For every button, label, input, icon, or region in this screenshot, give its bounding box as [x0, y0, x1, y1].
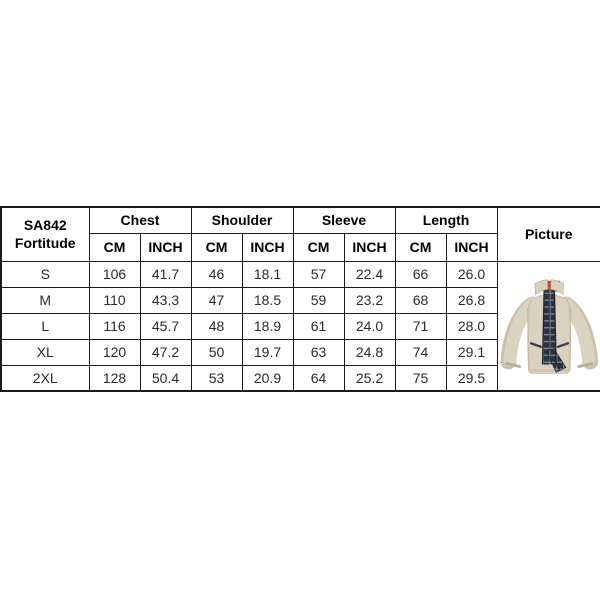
- cell-length-inch: 29.5: [445, 364, 498, 392]
- cell-sleeve-inch: 24.0: [343, 312, 396, 340]
- jacket-illustration: [499, 279, 598, 374]
- unit-header-shoulder-inch: INCH: [241, 232, 294, 262]
- unit-header-row: CM INCH CM INCH CM INCH CM INCH: [1, 232, 600, 262]
- cell-chest-cm: 106: [88, 260, 141, 288]
- cell-shoulder-inch: 18.5: [241, 286, 294, 314]
- cell-shoulder-cm: 46: [190, 260, 243, 288]
- cell-chest-inch: 45.7: [139, 312, 192, 340]
- cell-chest-inch: 41.7: [139, 260, 192, 288]
- jacket-collar: [534, 279, 564, 295]
- size-label: S: [0, 260, 90, 288]
- cell-length-cm: 75: [394, 364, 447, 392]
- cell-shoulder-inch: 18.9: [241, 312, 294, 340]
- cell-length-inch: 28.0: [445, 312, 498, 340]
- cell-length-cm: 66: [394, 260, 447, 288]
- group-header-length: Length: [394, 206, 498, 234]
- size-row-s: S 106 41.7 46 18.1 57 22.4 66 26.0: [0, 260, 600, 392]
- product-name: Fortitude: [14, 235, 76, 252]
- group-header-chest: Chest: [88, 206, 192, 234]
- cell-length-inch: 26.8: [445, 286, 498, 314]
- unit-header-sleeve-inch: INCH: [343, 232, 396, 262]
- cell-shoulder-inch: 19.7: [241, 338, 294, 366]
- cell-shoulder-cm: 47: [190, 286, 243, 314]
- size-label: M: [0, 286, 90, 314]
- jacket-placket: [541, 289, 566, 373]
- cell-shoulder-cm: 53: [190, 364, 243, 392]
- cell-sleeve-cm: 61: [292, 312, 345, 340]
- unit-header-chest-inch: INCH: [139, 232, 192, 262]
- product-photo: [496, 260, 600, 392]
- size-label: XL: [0, 338, 90, 366]
- group-header-shoulder: Shoulder: [190, 206, 294, 234]
- size-row-2xl: 2XL 128 50.4 53 20.9 64 25.2 75 29.5: [0, 364, 600, 392]
- size-chart-table: SA842 Fortitude Chest Shoulder Sleeve Le…: [0, 206, 600, 392]
- jacket-pockets: [529, 341, 569, 348]
- cell-chest-cm: 120: [88, 338, 141, 366]
- unit-header-shoulder-cm: CM: [190, 232, 243, 262]
- size-row-xl: XL 120 47.2 50 19.7 63 24.8 74 29.1: [0, 338, 600, 366]
- jacket-zipper-pull: [553, 359, 560, 370]
- cell-length-inch: 26.0: [445, 260, 498, 288]
- cell-sleeve-cm: 57: [292, 260, 345, 288]
- cell-shoulder-inch: 20.9: [241, 364, 294, 392]
- group-header-sleeve: Sleeve: [292, 206, 396, 234]
- product-code: SA842: [23, 217, 67, 234]
- group-header-row: SA842 Fortitude Chest Shoulder Sleeve Le…: [0, 206, 600, 262]
- cell-sleeve-inch: 25.2: [343, 364, 396, 392]
- cell-chest-inch: 47.2: [139, 338, 192, 366]
- cell-length-cm: 74: [394, 338, 447, 366]
- cell-length-inch: 29.1: [445, 338, 498, 366]
- cell-sleeve-cm: 64: [292, 364, 345, 392]
- unit-header-length-inch: INCH: [445, 232, 498, 262]
- cell-chest-cm: 110: [88, 286, 141, 314]
- cell-shoulder-cm: 48: [190, 312, 243, 340]
- cell-length-cm: 68: [394, 286, 447, 314]
- cell-chest-inch: 43.3: [139, 286, 192, 314]
- cell-shoulder-cm: 50: [190, 338, 243, 366]
- cell-length-cm: 71: [394, 312, 447, 340]
- picture-column-header: Picture: [496, 206, 600, 262]
- cell-chest-cm: 116: [88, 312, 141, 340]
- cell-sleeve-cm: 59: [292, 286, 345, 314]
- unit-header-length-cm: CM: [394, 232, 447, 262]
- cell-sleeve-cm: 63: [292, 338, 345, 366]
- size-label: L: [0, 312, 90, 340]
- cell-sleeve-inch: 23.2: [343, 286, 396, 314]
- unit-header-sleeve-cm: CM: [292, 232, 345, 262]
- size-label: 2XL: [0, 364, 90, 392]
- size-row-l: L 116 45.7 48 18.9 61 24.0 71 28.0: [0, 312, 600, 340]
- cell-sleeve-inch: 22.4: [343, 260, 396, 288]
- cell-chest-inch: 50.4: [139, 364, 192, 392]
- unit-header-chest-cm: CM: [88, 232, 141, 262]
- cell-chest-cm: 128: [88, 364, 141, 392]
- cell-shoulder-inch: 18.1: [241, 260, 294, 288]
- product-code-header: SA842 Fortitude: [0, 206, 90, 262]
- size-row-m: M 110 43.3 47 18.5 59 23.2 68 26.8: [0, 286, 600, 314]
- cell-sleeve-inch: 24.8: [343, 338, 396, 366]
